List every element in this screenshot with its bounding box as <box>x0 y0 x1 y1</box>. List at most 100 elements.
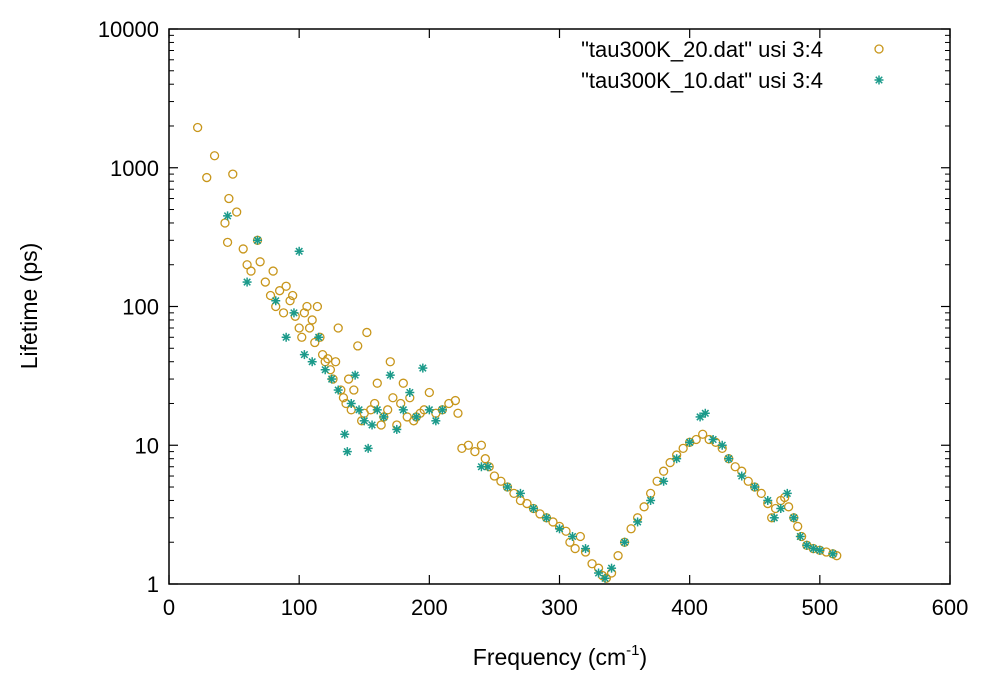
data-point <box>502 482 512 492</box>
data-point <box>453 408 463 418</box>
x-tick-label: 100 <box>281 595 318 620</box>
data-point <box>411 412 421 422</box>
data-point <box>743 476 753 486</box>
data-point <box>242 277 252 287</box>
data-point <box>372 378 382 388</box>
data-point <box>548 517 558 527</box>
data-point <box>372 405 382 415</box>
data-point <box>385 357 395 367</box>
y-tick-label: 1 <box>147 572 159 597</box>
data-point <box>350 370 360 380</box>
data-point <box>253 235 263 245</box>
data-point <box>639 502 649 512</box>
data-point <box>222 237 233 247</box>
legend-marker-series-2 <box>874 75 884 85</box>
data-point <box>388 393 398 403</box>
data-point <box>698 429 708 439</box>
data-point <box>418 363 428 373</box>
legend-label-series-2: "tau300K_10.dat" usi 3:4 <box>581 68 823 93</box>
data-point <box>480 454 490 464</box>
data-point <box>665 457 675 468</box>
data-point <box>450 395 461 406</box>
data-point <box>522 498 532 509</box>
data-point <box>769 513 779 523</box>
data-point <box>192 122 203 133</box>
data-point <box>782 488 792 498</box>
data-point <box>496 476 506 486</box>
data-point <box>489 471 500 481</box>
data-point <box>737 471 747 481</box>
data-point <box>587 559 597 569</box>
data-point <box>281 281 291 291</box>
data-point <box>581 544 591 554</box>
data-point <box>232 207 242 217</box>
plot-frame <box>168 28 951 585</box>
data-point <box>431 416 441 426</box>
y-tick-label: 100 <box>122 295 159 320</box>
data-point <box>268 266 278 276</box>
data-point <box>808 544 818 554</box>
data-point <box>228 169 238 179</box>
data-point <box>363 443 373 453</box>
data-point <box>613 551 623 561</box>
data-point <box>476 440 487 450</box>
data-point <box>376 420 386 430</box>
data-point <box>340 429 350 439</box>
data-point <box>260 277 270 287</box>
x-tick-label: 0 <box>163 595 175 620</box>
data-point <box>470 446 480 457</box>
data-point <box>342 447 352 457</box>
data-point <box>783 502 794 512</box>
data-point <box>333 323 343 333</box>
data-point <box>555 524 564 534</box>
data-point <box>793 521 803 532</box>
data-point <box>307 315 317 325</box>
data-point <box>202 172 212 183</box>
data-point <box>398 378 408 388</box>
data-point <box>379 412 389 422</box>
data-point <box>695 412 705 422</box>
data-point <box>310 337 320 348</box>
x-tick-label: 300 <box>541 595 578 620</box>
data-point <box>297 332 307 342</box>
data-point <box>708 435 718 445</box>
x-tick-label: 200 <box>411 595 448 620</box>
data-point <box>405 387 415 397</box>
data-point <box>685 437 695 447</box>
data-point <box>238 244 248 254</box>
data-point <box>320 365 330 375</box>
data-point <box>646 495 656 505</box>
data-point <box>424 387 434 398</box>
data-point <box>294 246 304 256</box>
data-point <box>312 301 323 312</box>
data-point <box>299 350 309 360</box>
data-point <box>288 290 298 301</box>
data-point <box>209 151 220 161</box>
data-point <box>463 440 474 450</box>
data-point <box>483 462 493 472</box>
data-point <box>353 341 363 351</box>
data-point <box>302 301 312 312</box>
data-point <box>828 549 838 559</box>
data-point <box>756 488 766 499</box>
data-point <box>314 332 324 342</box>
data-point <box>724 454 734 464</box>
data-point <box>568 531 578 541</box>
data-point <box>285 296 295 306</box>
x-tick-label: 600 <box>932 595 969 620</box>
data-point <box>802 540 812 550</box>
data-point <box>323 354 333 364</box>
data-point <box>659 476 669 486</box>
data-point <box>255 257 265 267</box>
x-tick-label: 500 <box>801 595 838 620</box>
data-point <box>672 454 682 464</box>
x-axis-title-tail: ) <box>640 644 648 670</box>
y-tick-label: 10 <box>135 433 159 458</box>
data-point <box>359 416 369 426</box>
data-point <box>246 266 256 276</box>
data-point <box>281 332 291 342</box>
data-point <box>730 462 740 472</box>
series-2 <box>223 211 838 583</box>
data-point <box>383 405 393 415</box>
